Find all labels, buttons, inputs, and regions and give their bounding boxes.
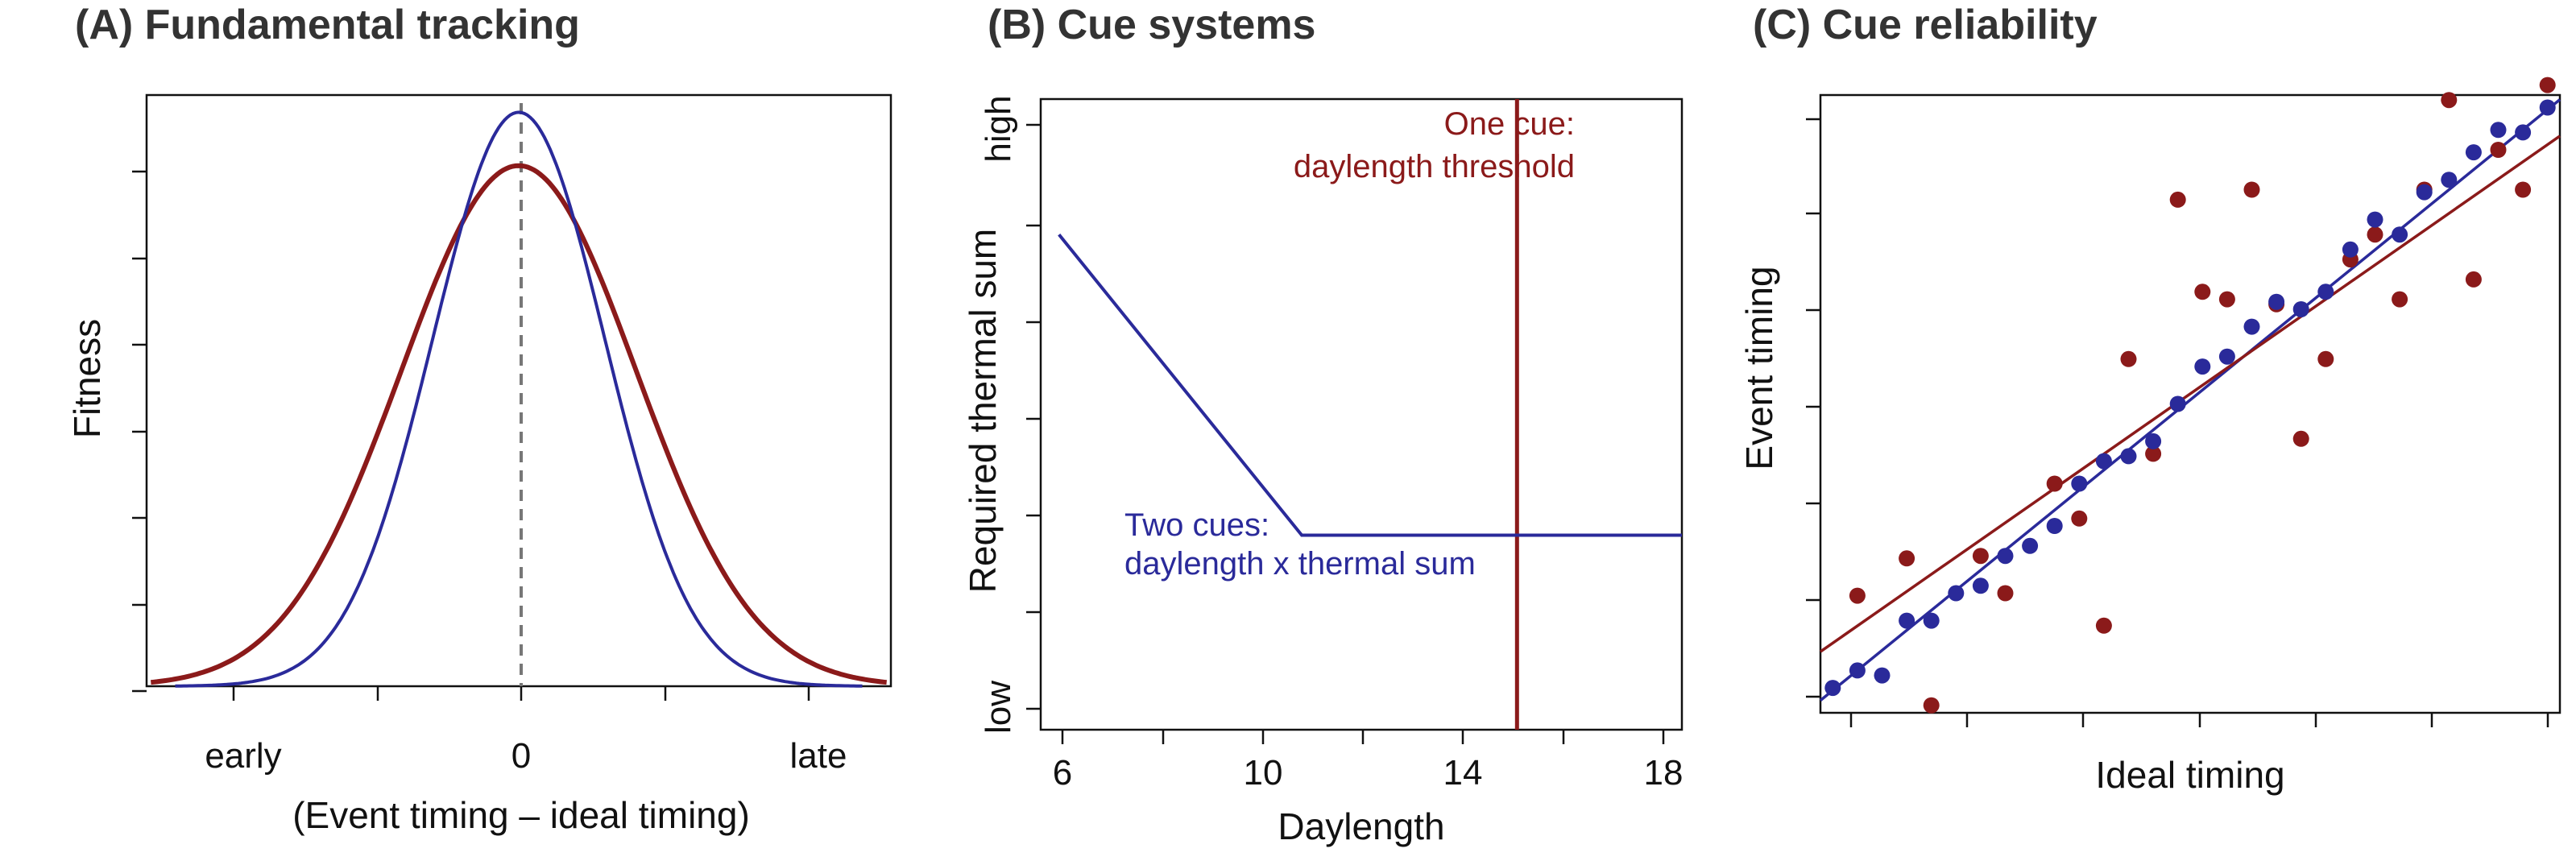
two-cues-label: Two cues: xyxy=(1124,507,1269,543)
data-point-red xyxy=(2046,475,2063,492)
data-point-blue xyxy=(2218,348,2235,365)
data-point-blue xyxy=(2095,453,2112,470)
panel-a-x-tick-label-zero: 0 xyxy=(511,736,531,776)
panel-a-x-ticks xyxy=(232,686,810,701)
data-point-blue xyxy=(2022,537,2039,554)
series-line-two-cues xyxy=(1058,234,1682,537)
panel-b-x-tick-label-10: 10 xyxy=(1244,753,1283,793)
data-point-blue xyxy=(2342,241,2359,258)
data-point-red xyxy=(2218,291,2235,308)
one-cue-label: daylength threshold xyxy=(1294,149,1575,184)
panel-c-frame xyxy=(1819,93,2562,714)
data-point-red xyxy=(2095,617,2112,634)
data-point-blue xyxy=(2268,293,2285,310)
panel-a-x-axis-label: (Event timing – ideal timing) xyxy=(292,794,750,836)
data-point-red xyxy=(1972,548,1989,565)
data-point-blue xyxy=(2416,184,2433,201)
data-point-red xyxy=(2120,350,2137,367)
data-point-red xyxy=(2169,191,2186,208)
panel-c-y-ticks xyxy=(1806,118,1820,698)
data-point-red xyxy=(2145,445,2162,462)
panel-c-x-axis-label: Ideal timing xyxy=(2095,754,2284,796)
data-point-blue xyxy=(2515,124,2532,141)
panel-c-title: (C) Cue reliability xyxy=(1753,2,2098,48)
panel-b-x-tick-label-6: 6 xyxy=(1053,753,1072,793)
data-point-red xyxy=(2243,181,2260,198)
data-point-blue xyxy=(1972,577,1989,594)
data-point-blue xyxy=(1948,585,1965,602)
data-point-blue xyxy=(2490,122,2507,139)
data-point-red xyxy=(1997,585,2014,602)
panel-b-x-ticks xyxy=(1061,730,1665,744)
data-point-blue xyxy=(2441,172,2458,188)
two-cues-label: daylength x thermal sum xyxy=(1124,546,1476,582)
data-point-blue xyxy=(1824,680,1841,697)
panel-c-points xyxy=(1824,77,2556,714)
fit-line-red xyxy=(1819,135,2562,653)
data-point-red xyxy=(2292,430,2309,447)
data-point-blue xyxy=(2071,475,2088,492)
data-point-blue xyxy=(2317,284,2334,300)
data-point-red xyxy=(2490,142,2507,158)
panel-b-x-tick-label-14: 14 xyxy=(1443,753,1483,793)
panel-b: (B) Cue systems 6 10 14 18 high low Dayl… xyxy=(962,2,1683,847)
fit-line-blue xyxy=(1819,98,2562,702)
data-point-red xyxy=(1849,587,1866,604)
panel-b-y-tick-label-high: high xyxy=(979,95,1018,162)
data-point-blue xyxy=(2367,211,2383,228)
data-point-blue xyxy=(2046,518,2063,534)
panel-a-x-tick-label-late: late xyxy=(790,736,847,776)
data-point-blue xyxy=(2120,448,2137,465)
data-point-red xyxy=(2392,291,2408,308)
data-point-blue xyxy=(1899,612,1915,629)
panel-a-title: (A) Fundamental tracking xyxy=(75,2,580,48)
series-line-blue-gaussian xyxy=(175,110,863,688)
series-line-red-gaussian xyxy=(150,163,888,685)
panel-b-title: (B) Cue systems xyxy=(988,2,1315,48)
data-point-red xyxy=(1923,697,1940,714)
data-point-blue xyxy=(1849,662,1866,679)
panel-b-y-ticks xyxy=(1026,123,1041,710)
data-point-red xyxy=(2539,77,2556,93)
data-point-red xyxy=(2441,92,2458,109)
data-point-blue xyxy=(2243,318,2260,335)
panel-b-x-axis-label: Daylength xyxy=(1278,805,1444,847)
panel-c-fit-lines xyxy=(1819,98,2562,702)
panel-a: (A) Fundamental tracking early 0 late (E… xyxy=(66,2,892,836)
panel-b-y-axis-label: Required thermal sum xyxy=(962,229,1004,594)
data-point-red xyxy=(2071,510,2088,527)
data-point-blue xyxy=(2465,144,2482,161)
data-point-red xyxy=(2367,226,2383,243)
data-point-red xyxy=(2317,350,2334,367)
panel-a-y-ticks xyxy=(132,170,147,693)
panel-a-y-axis-label: Fitness xyxy=(66,319,108,438)
data-point-blue xyxy=(2539,99,2556,116)
data-point-blue xyxy=(2292,301,2309,317)
data-point-blue xyxy=(1874,667,1891,684)
data-point-blue xyxy=(1923,612,1940,629)
data-point-red xyxy=(1899,550,1915,567)
panel-a-x-tick-label-early: early xyxy=(205,736,281,776)
data-point-blue xyxy=(2392,226,2408,243)
panel-b-x-tick-label-18: 18 xyxy=(1644,753,1684,793)
data-point-blue xyxy=(2169,395,2186,412)
data-point-blue xyxy=(1997,548,2014,565)
panel-c: (C) Cue reliability Ideal timing Event t… xyxy=(1738,2,2562,796)
panel-a-frame xyxy=(145,93,892,688)
panel-b-y-tick-label-low: low xyxy=(979,681,1018,734)
panel-b-frame xyxy=(1039,97,1684,731)
data-point-red xyxy=(2194,284,2211,300)
data-point-blue xyxy=(2194,358,2211,375)
panel-c-y-axis-label: Event timing xyxy=(1738,266,1780,470)
data-point-red xyxy=(2515,181,2532,198)
panel-c-x-ticks xyxy=(1849,713,2549,727)
one-cue-label: One cue: xyxy=(1444,106,1575,142)
data-point-red xyxy=(2465,271,2482,288)
data-point-blue xyxy=(2145,433,2162,449)
